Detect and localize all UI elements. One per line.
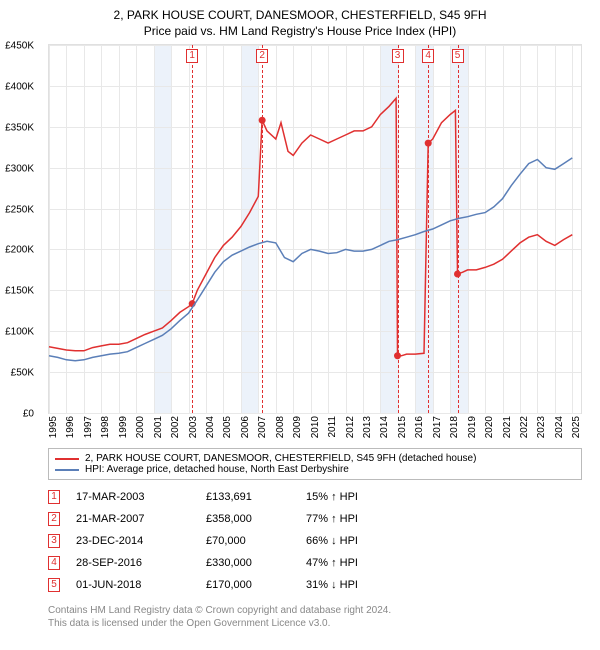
sale-point-marker (425, 140, 432, 147)
chart-svg (49, 45, 581, 413)
y-tick-label: £450K (5, 41, 34, 52)
attribution: Contains HM Land Registry data © Crown c… (48, 604, 582, 630)
sale-marker-badge: 5 (452, 49, 464, 63)
x-tick-label: 1995 (48, 416, 59, 438)
attribution-line1: Contains HM Land Registry data © Crown c… (48, 604, 582, 617)
legend-swatch-blue (55, 469, 79, 471)
chart-container: 2, PARK HOUSE COURT, DANESMOOR, CHESTERF… (0, 0, 600, 650)
y-tick-label: £350K (5, 122, 34, 133)
chart-title-address: 2, PARK HOUSE COURT, DANESMOOR, CHESTERF… (10, 8, 590, 22)
legend-row-price-paid: 2, PARK HOUSE COURT, DANESMOOR, CHESTERF… (55, 453, 575, 464)
x-tick-label: 2003 (188, 416, 199, 438)
y-tick-label: £300K (5, 163, 34, 174)
y-tick-label: £0 (23, 409, 34, 420)
transaction-date: 01-JUN-2018 (76, 579, 206, 591)
x-tick-label: 1999 (118, 416, 129, 438)
legend-label-hpi: HPI: Average price, detached house, Nort… (85, 464, 349, 475)
x-tick-label: 2025 (571, 416, 582, 438)
y-tick-label: £200K (5, 245, 34, 256)
transaction-row: 2 21-MAR-2007£358,00077% ↑ HPI (48, 508, 582, 530)
x-tick-label: 2004 (205, 416, 216, 438)
y-tick-label: £50K (11, 368, 34, 379)
x-tick-label: 2011 (327, 416, 338, 438)
chart-subtitle: Price paid vs. HM Land Registry's House … (10, 24, 590, 38)
y-axis: £0£50K£100K£150K£200K£250K£300K£350K£400… (0, 46, 36, 416)
transaction-row: 5 01-JUN-2018£170,00031% ↓ HPI (48, 574, 582, 596)
x-tick-label: 2012 (345, 416, 356, 438)
y-tick-label: £100K (5, 327, 34, 338)
x-tick-label: 1998 (100, 416, 111, 438)
sale-point-marker (454, 270, 461, 277)
transaction-price: £358,000 (206, 513, 306, 525)
x-tick-label: 2021 (502, 416, 513, 438)
legend-swatch-red (55, 458, 79, 460)
x-tick-label: 2002 (170, 416, 181, 438)
x-tick-label: 2020 (484, 416, 495, 438)
sale-marker-badge: 4 (422, 49, 434, 63)
transaction-price: £70,000 (206, 535, 306, 547)
x-tick-label: 2010 (310, 416, 321, 438)
x-tick-label: 2024 (554, 416, 565, 438)
x-tick-label: 2009 (292, 416, 303, 438)
x-tick-label: 2017 (432, 416, 443, 438)
transaction-badge: 2 (48, 512, 60, 526)
transaction-date: 23-DEC-2014 (76, 535, 206, 547)
transaction-price: £133,691 (206, 491, 306, 503)
transaction-pct-vs-hpi: 77% ↑ HPI (306, 513, 396, 525)
x-axis: 1995 1996 1997 1998 1999 2000 2001 2002 2003 2004… (48, 414, 582, 442)
transaction-date: 21-MAR-2007 (76, 513, 206, 525)
x-tick-label: 2014 (379, 416, 390, 438)
x-tick-label: 2006 (240, 416, 251, 438)
transaction-price: £170,000 (206, 579, 306, 591)
sale-marker-badge: 2 (256, 49, 268, 63)
x-tick-label: 2008 (275, 416, 286, 438)
transaction-pct-vs-hpi: 15% ↑ HPI (306, 491, 396, 503)
transaction-row: 1 17-MAR-2003£133,69115% ↑ HPI (48, 486, 582, 508)
x-tick-label: 2005 (222, 416, 233, 438)
sale-marker-badge: 3 (392, 49, 404, 63)
sale-marker-badge: 1 (186, 49, 198, 63)
y-tick-label: £400K (5, 81, 34, 92)
transaction-date: 28-SEP-2016 (76, 557, 206, 569)
transaction-row: 3 23-DEC-2014£70,00066% ↓ HPI (48, 530, 582, 552)
sale-point-marker (394, 352, 401, 359)
x-tick-label: 2023 (536, 416, 547, 438)
legend-box: 2, PARK HOUSE COURT, DANESMOOR, CHESTERF… (48, 448, 582, 480)
sale-point-marker (259, 117, 266, 124)
x-tick-label: 2018 (449, 416, 460, 438)
series-hpi (49, 158, 572, 361)
series-price_paid (49, 98, 572, 356)
transaction-badge: 1 (48, 490, 60, 504)
transaction-pct-vs-hpi: 47% ↑ HPI (306, 557, 396, 569)
transaction-badge: 4 (48, 556, 60, 570)
transaction-pct-vs-hpi: 31% ↓ HPI (306, 579, 396, 591)
x-tick-label: 2019 (467, 416, 478, 438)
transaction-badge: 3 (48, 534, 60, 548)
transaction-pct-vs-hpi: 66% ↓ HPI (306, 535, 396, 547)
title-block: 2, PARK HOUSE COURT, DANESMOOR, CHESTERF… (10, 8, 590, 38)
legend-row-hpi: HPI: Average price, detached house, Nort… (55, 464, 575, 475)
x-tick-label: 2001 (153, 416, 164, 438)
x-tick-label: 2000 (135, 416, 146, 438)
y-tick-label: £150K (5, 286, 34, 297)
transaction-date: 17-MAR-2003 (76, 491, 206, 503)
x-tick-label: 2016 (414, 416, 425, 438)
transaction-row: 4 28-SEP-2016£330,00047% ↑ HPI (48, 552, 582, 574)
transaction-badge: 5 (48, 578, 60, 592)
x-tick-label: 2013 (362, 416, 373, 438)
legend-label-price-paid: 2, PARK HOUSE COURT, DANESMOOR, CHESTERF… (85, 453, 476, 464)
x-tick-label: 2022 (519, 416, 530, 438)
x-tick-label: 2015 (397, 416, 408, 438)
y-tick-label: £250K (5, 204, 34, 215)
attribution-line2: This data is licensed under the Open Gov… (48, 617, 582, 630)
x-tick-label: 2007 (257, 416, 268, 438)
transaction-price: £330,000 (206, 557, 306, 569)
x-tick-label: 1997 (83, 416, 94, 438)
x-tick-label: 1996 (65, 416, 76, 438)
transactions-table: 1 17-MAR-2003£133,69115% ↑ HPI 2 21-MAR-200… (48, 486, 582, 596)
plot-area: 1 2 3 4 5 (48, 44, 582, 414)
